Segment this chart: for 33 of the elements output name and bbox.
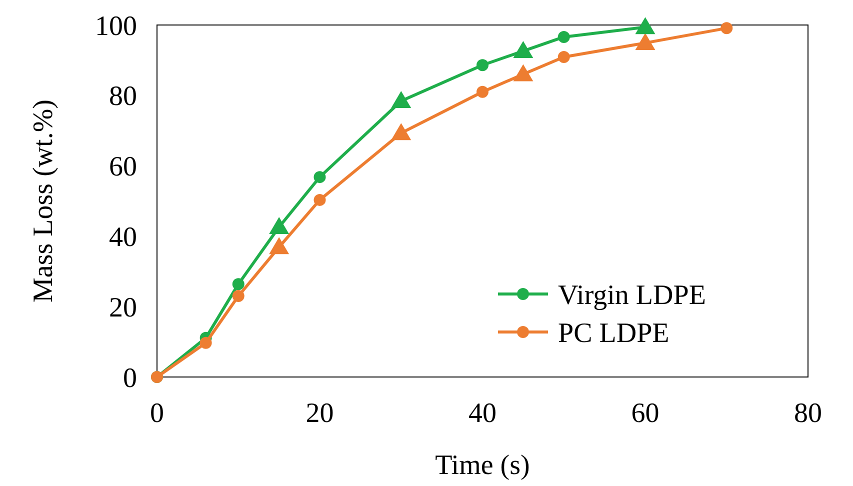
x-axis-title: Time (s): [435, 450, 530, 481]
point: [200, 336, 212, 349]
point: [558, 30, 570, 43]
point: [558, 51, 570, 64]
y-tick-label: 60: [109, 152, 137, 183]
point: [720, 22, 733, 34]
point: [391, 123, 412, 140]
y-tick-label: 20: [109, 292, 137, 324]
y-tick-label: 0: [123, 362, 137, 394]
point: [635, 32, 656, 50]
point: [269, 217, 290, 234]
y-tick-label: 40: [109, 222, 137, 253]
legend-label: Virgin LDPE: [558, 280, 706, 311]
point: [314, 194, 326, 206]
x-tick-label: 40: [468, 398, 496, 429]
legend-label: PC LDPE: [558, 318, 670, 349]
x-tick-label: 0: [150, 398, 164, 429]
x-tick-label: 80: [794, 398, 822, 429]
y-tick-label: 100: [95, 10, 137, 42]
point: [513, 64, 534, 82]
x-tick-label: 20: [306, 398, 334, 429]
point: [513, 41, 534, 58]
y-tick-label: 80: [109, 81, 137, 112]
point: [232, 278, 244, 290]
x-tick-label: 60: [631, 398, 660, 429]
point: [232, 290, 244, 302]
point: [635, 17, 656, 34]
point: [476, 59, 488, 72]
point: [314, 171, 326, 184]
point: [269, 237, 290, 254]
point: [391, 91, 412, 108]
y-axis-title: Mass Loss (wt.%): [28, 100, 59, 302]
point: [476, 86, 488, 98]
